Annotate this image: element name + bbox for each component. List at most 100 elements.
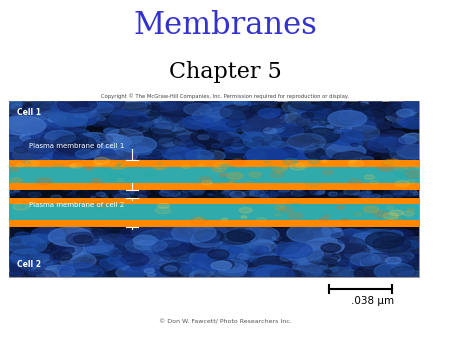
Circle shape [239, 254, 277, 271]
Circle shape [226, 193, 239, 199]
Circle shape [32, 98, 69, 114]
Circle shape [62, 147, 93, 160]
Circle shape [354, 158, 361, 161]
Circle shape [400, 216, 406, 219]
Circle shape [86, 117, 108, 126]
Circle shape [53, 148, 90, 164]
Circle shape [306, 121, 345, 138]
Circle shape [140, 149, 182, 168]
Circle shape [369, 143, 376, 146]
Circle shape [180, 194, 190, 198]
Circle shape [108, 236, 152, 255]
Circle shape [38, 105, 55, 112]
Circle shape [283, 194, 295, 200]
Circle shape [198, 261, 216, 268]
Circle shape [161, 238, 181, 247]
Circle shape [172, 223, 216, 242]
Circle shape [117, 128, 157, 145]
Circle shape [215, 193, 229, 199]
Circle shape [157, 102, 198, 120]
Circle shape [389, 248, 412, 258]
Circle shape [40, 110, 76, 126]
Circle shape [266, 271, 273, 274]
Circle shape [13, 203, 29, 210]
Circle shape [296, 239, 307, 243]
Circle shape [203, 236, 218, 243]
Circle shape [139, 191, 151, 196]
Circle shape [176, 254, 218, 272]
Circle shape [145, 97, 180, 112]
Circle shape [394, 165, 407, 171]
Circle shape [158, 203, 169, 208]
Circle shape [231, 193, 240, 197]
Circle shape [380, 191, 386, 194]
Circle shape [380, 268, 415, 283]
Circle shape [37, 188, 45, 191]
Circle shape [191, 190, 203, 195]
Circle shape [190, 130, 218, 143]
Circle shape [46, 257, 86, 274]
Bar [9, 184, 418, 190]
Circle shape [62, 188, 69, 191]
Circle shape [73, 235, 93, 243]
Circle shape [375, 252, 409, 267]
Circle shape [280, 256, 292, 261]
Circle shape [394, 256, 419, 267]
Circle shape [406, 265, 415, 269]
Circle shape [286, 266, 328, 284]
Circle shape [395, 180, 410, 187]
Circle shape [345, 228, 357, 234]
Circle shape [315, 237, 344, 249]
Circle shape [134, 147, 152, 155]
Circle shape [275, 242, 312, 258]
Circle shape [269, 141, 310, 159]
Circle shape [39, 230, 66, 241]
Circle shape [119, 213, 125, 215]
Circle shape [408, 156, 421, 162]
Circle shape [355, 268, 396, 286]
Circle shape [60, 261, 86, 272]
Circle shape [379, 258, 419, 275]
Circle shape [298, 106, 328, 119]
Circle shape [136, 252, 174, 269]
Circle shape [198, 164, 204, 166]
Circle shape [307, 142, 320, 148]
Circle shape [252, 256, 268, 263]
Circle shape [302, 116, 335, 131]
Circle shape [299, 111, 335, 126]
Circle shape [361, 130, 381, 138]
Circle shape [71, 246, 89, 254]
Circle shape [80, 237, 124, 256]
Circle shape [92, 121, 102, 125]
Circle shape [129, 110, 162, 124]
Circle shape [178, 243, 208, 256]
Circle shape [49, 243, 78, 256]
Circle shape [22, 139, 57, 154]
Circle shape [130, 263, 145, 269]
Circle shape [34, 152, 41, 155]
Circle shape [337, 206, 345, 209]
Circle shape [264, 161, 270, 163]
Circle shape [239, 193, 250, 198]
Circle shape [282, 166, 287, 168]
Circle shape [344, 125, 380, 140]
Circle shape [149, 123, 158, 128]
Circle shape [57, 96, 96, 113]
Circle shape [24, 130, 50, 141]
Circle shape [186, 192, 193, 195]
Circle shape [261, 123, 300, 140]
Circle shape [377, 271, 395, 279]
Circle shape [193, 253, 234, 271]
Circle shape [61, 246, 75, 252]
Circle shape [238, 235, 257, 243]
Circle shape [374, 211, 388, 217]
Circle shape [188, 240, 216, 252]
Circle shape [0, 105, 28, 119]
Circle shape [327, 126, 333, 129]
Circle shape [312, 130, 335, 140]
Circle shape [11, 119, 54, 138]
Circle shape [292, 247, 324, 261]
Circle shape [306, 238, 344, 255]
Circle shape [321, 227, 338, 234]
Circle shape [197, 192, 208, 196]
